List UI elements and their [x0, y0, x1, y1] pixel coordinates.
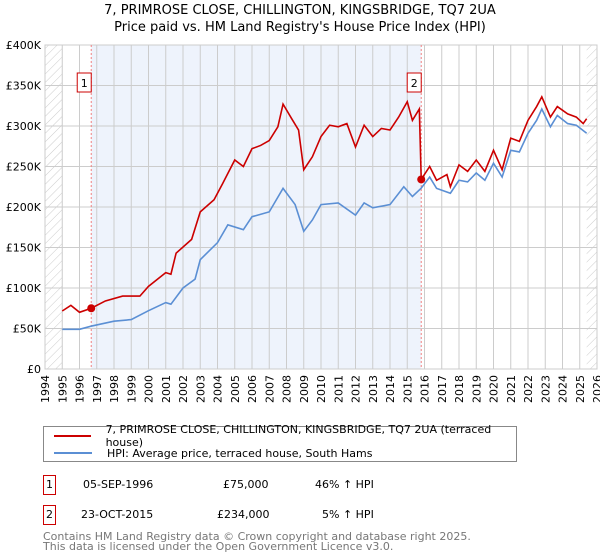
transaction-marker: 1 — [43, 475, 56, 495]
legend-label: HPI: Average price, terraced house, Sout… — [107, 446, 373, 460]
transaction-date: 05-SEP-1996 — [83, 478, 154, 491]
sale-point — [417, 175, 426, 184]
property-series-line — [61, 94, 588, 314]
y-tick-label: £400K — [6, 39, 42, 52]
y-tick-label: £200K — [6, 201, 42, 214]
x-tick-label: 2003 — [194, 375, 207, 403]
x-tick-label: 2023 — [539, 375, 552, 403]
y-tick-label: £300K — [6, 120, 42, 133]
y-tick-label: £350K — [6, 80, 42, 93]
x-tick-label: 1994 — [39, 375, 52, 403]
x-tick-label: 2017 — [436, 375, 449, 403]
x-tick-label: 2025 — [574, 375, 587, 403]
x-tick-label: 2020 — [488, 375, 501, 403]
legend-label: 7, PRIMROSE CLOSE, CHILLINGTON, KINGSBRI… — [105, 423, 492, 449]
x-tick-label: 2008 — [281, 375, 294, 403]
sale-label-box — [406, 72, 422, 93]
x-tick-label: 2006 — [246, 375, 259, 403]
x-tick-label: 2002 — [177, 375, 190, 403]
x-tick-label: 2010 — [315, 375, 328, 403]
x-tick-label: 2015 — [401, 375, 414, 403]
transaction-price: £234,000 — [217, 508, 270, 521]
x-tick-label: 1997 — [91, 375, 104, 403]
y-tick-label: £0 — [27, 363, 41, 376]
x-tick-label: 2000 — [143, 375, 156, 403]
legend-item-hpi: HPI: Average price, terraced house, Sout… — [54, 445, 372, 461]
sale-label: 2 — [411, 77, 418, 90]
x-tick-label: 2022 — [522, 375, 535, 403]
chart-title: 7, PRIMROSE CLOSE, CHILLINGTON, KINGSBRI… — [104, 3, 496, 18]
footer-licence: This data is licensed under the Open Gov… — [43, 540, 394, 553]
legend-item-property: 7, PRIMROSE CLOSE, CHILLINGTON, KINGSBRI… — [54, 423, 516, 449]
price-chart: 1994 1995 1996 1997 1998 1999 2000 2001 2002 2003… — [6, 39, 600, 403]
transaction-marker: 2 — [43, 505, 56, 525]
x-tick-label: 1996 — [74, 375, 87, 403]
transaction-hpi: 46% ↑ HPI — [315, 478, 374, 491]
x-tick-label: 2018 — [453, 375, 466, 403]
x-tick-label: 2007 — [263, 375, 276, 403]
x-tick-label: 2004 — [212, 375, 225, 403]
x-tick-label: 1998 — [108, 375, 121, 403]
x-tick-label: 2011 — [332, 375, 345, 403]
sale-label: 1 — [81, 77, 88, 90]
transaction-hpi: 5% ↑ HPI — [322, 508, 374, 521]
legend-swatch-blue — [54, 452, 92, 454]
x-tick-label: 2021 — [505, 375, 518, 403]
legend: 7, PRIMROSE CLOSE, CHILLINGTON, KINGSBRI… — [43, 423, 517, 462]
x-tick-label: 2024 — [557, 375, 570, 403]
x-tick-label: 1995 — [56, 375, 69, 403]
x-tick-label: 2026 — [591, 375, 600, 403]
hpi-series-line — [62, 107, 588, 331]
x-tick-label: 2014 — [384, 375, 397, 403]
x-tick-label: 2005 — [229, 375, 242, 403]
y-tick-label: £250K — [6, 161, 42, 174]
sale-label-box — [76, 72, 92, 93]
transaction-date: 23-OCT-2015 — [81, 508, 154, 521]
x-tick-label: 2013 — [367, 375, 380, 403]
x-tick-label: 2009 — [298, 375, 311, 403]
legend-swatch-red — [54, 435, 91, 437]
x-tick-label: 2012 — [350, 375, 363, 403]
y-tick-label: £100K — [6, 282, 42, 295]
footer-copyright: Contains HM Land Registry data © Crown c… — [43, 530, 471, 543]
x-tick-label: 2001 — [160, 375, 173, 403]
chart-subtitle: Price paid vs. HM Land Registry's House … — [114, 20, 486, 35]
y-tick-label: £50K — [13, 323, 42, 336]
x-tick-label: 2016 — [419, 375, 432, 403]
sale-point — [87, 304, 96, 313]
transaction-price: £75,000 — [223, 478, 269, 491]
x-tick-label: 1999 — [125, 375, 138, 403]
x-tick-label: 2019 — [470, 375, 483, 403]
y-tick-label: £150K — [6, 242, 42, 255]
